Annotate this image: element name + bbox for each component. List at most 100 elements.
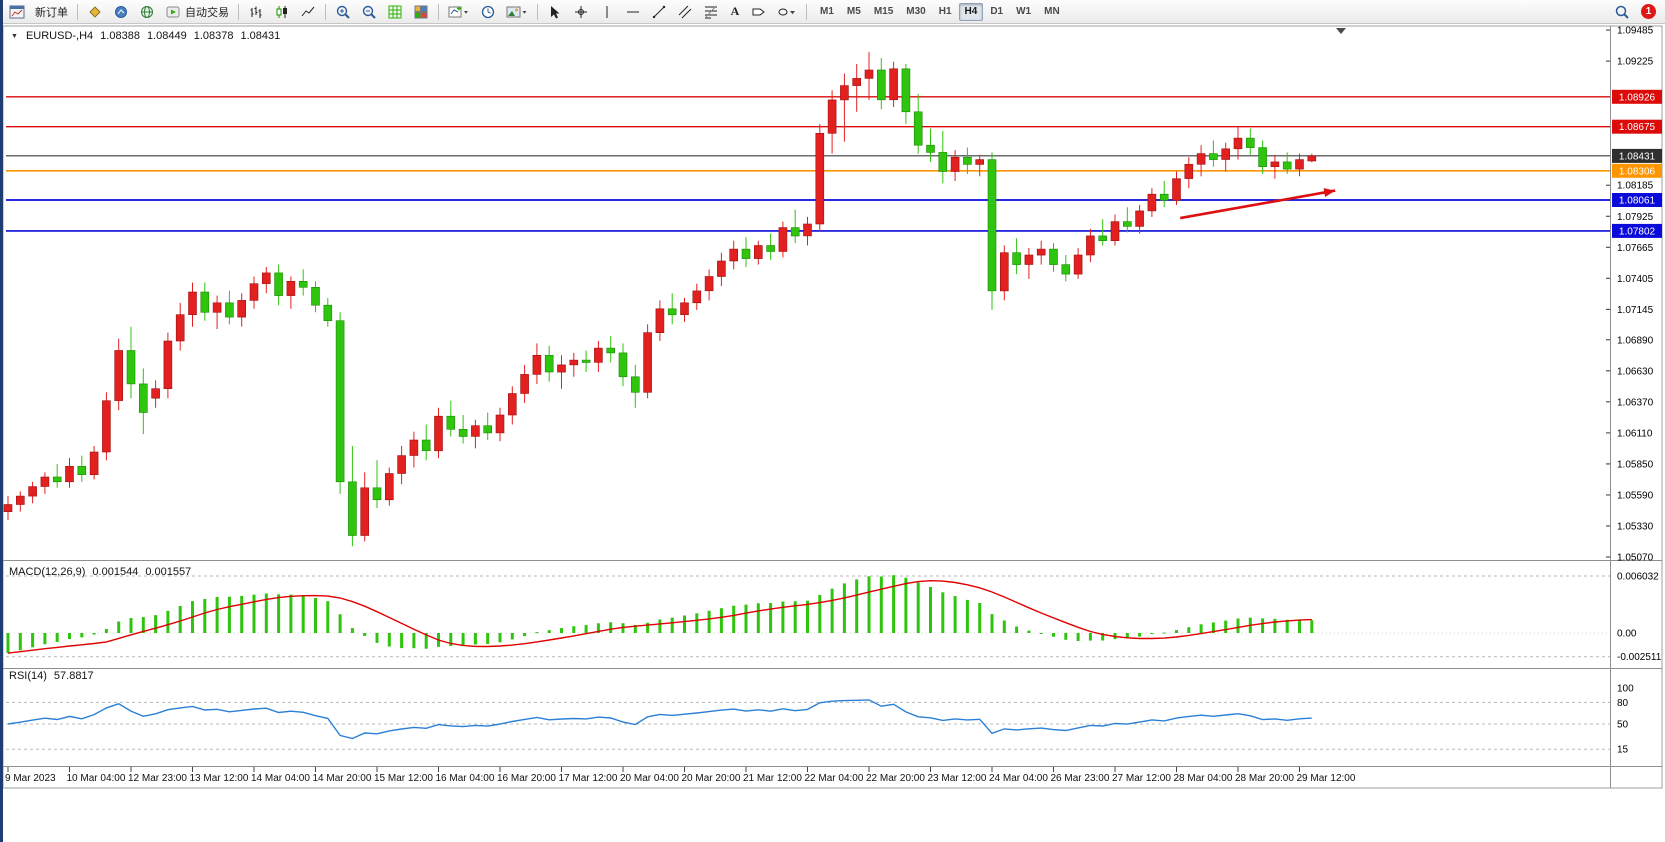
macd-histogram-bar [314,598,317,633]
time-axis-label: 21 Mar 12:00 [743,773,802,784]
macd-histogram-bar [1187,627,1191,633]
notification-badge[interactable]: 1 [1641,4,1656,19]
vertical-line-button[interactable] [595,2,619,22]
rsi-axis-label: 80 [1617,698,1629,709]
time-axis-label: 9 Mar 2023 [5,773,56,784]
time-axis-label: 14 Mar 04:00 [251,773,310,784]
auto-trading-label: 自动交易 [185,6,229,19]
candle-body [692,290,702,304]
ohlc-close: 1.08431 [240,30,281,42]
candle-body [139,383,148,413]
candle-body [471,425,480,437]
macd-histogram-bar [400,633,404,649]
trendline-button[interactable] [647,2,671,22]
text-tool-button[interactable]: A [725,2,745,22]
macd-histogram-bar [842,583,846,633]
timeframe-button-h4[interactable]: H4 [958,2,984,21]
price-axis-label: 1.06630 [1617,366,1654,377]
time-axis-label: 24 Mar 04:00 [989,773,1048,784]
fibonacci-button[interactable] [699,2,723,22]
candle-body [360,487,370,536]
candle-body [926,144,935,153]
timeframe-button-m1[interactable]: M1 [820,6,834,17]
auto-trading-button[interactable]: 自动交易 [161,2,233,22]
market-watch-button[interactable] [83,2,107,22]
trend-arrow[interactable] [1179,189,1336,220]
macd-histogram-bar [141,617,145,633]
templates-button[interactable] [502,2,532,22]
macd-histogram-bar [55,633,59,642]
timeframe-button-mn[interactable]: MN [1044,6,1060,17]
channel-button[interactable] [673,2,697,22]
tile-windows-icon [414,5,428,18]
horizontal-line-button[interactable] [621,2,645,22]
data-window-button[interactable] [109,2,133,22]
cursor-button[interactable] [543,2,567,22]
candle-body [237,300,246,318]
channel-icon [678,5,692,18]
grid-button[interactable] [383,2,407,22]
zoom-out-button[interactable] [357,2,381,22]
timeframe-button-d1[interactable]: D1 [990,6,1004,17]
time-axis-label: 16 Mar 04:00 [436,773,495,784]
macd-histogram-bar [596,623,600,633]
chart-shift-marker[interactable] [1336,28,1346,34]
candle-body [274,272,283,296]
zoom-in-button[interactable] [331,2,355,22]
candle-body [532,354,542,375]
candle-body [975,159,985,165]
timeframe-button-h1[interactable]: H1 [938,6,952,17]
time-axis-label: 16 Mar 20:00 [497,773,556,784]
candle-body [1246,137,1255,148]
macd-histogram-bar [1224,620,1228,633]
shapes-dropdown-button[interactable] [773,2,801,22]
candle-body [261,272,271,284]
timeframe-button-m15[interactable]: M15 [873,6,894,17]
new-chart-button[interactable] [444,2,474,22]
period-button[interactable] [476,2,500,22]
new-order-button[interactable]: 新订单 [31,2,72,22]
search-button[interactable] [1610,2,1634,22]
candle-body [40,476,50,487]
candle-body [225,302,234,318]
macd-signal-line [7,579,1312,654]
macd-histogram-bar [1175,630,1178,633]
price-axis-label: 1.08185 [1617,181,1654,192]
macd-histogram-bar [855,579,859,633]
macd-histogram-bar [547,630,551,633]
timeframe-button-m30[interactable]: M30 [906,6,926,17]
macd-histogram-bar [892,575,896,633]
price-axis-label: 1.06110 [1617,428,1653,439]
window-menu-button[interactable] [5,2,29,22]
time-axis-label: 27 Mar 12:00 [1112,773,1171,784]
macd-histogram-bar [1027,630,1031,633]
tile-windows-button[interactable] [409,2,433,22]
macd-histogram-bar [1138,633,1142,637]
macd-histogram-bar [1052,633,1055,637]
candle-body [852,78,862,86]
timeframe-button-m5[interactable]: M5 [846,6,861,17]
price-axis-label: 1.05070 [1617,553,1654,564]
macd-histogram-bar [1125,633,1129,639]
timeframe-button-w1[interactable]: W1 [1016,6,1032,17]
macd-histogram-bar [92,633,96,635]
candlestick-chart-button[interactable] [270,2,294,22]
label-tool-button[interactable] [747,2,771,22]
toolbar-separator [77,3,78,20]
symbol-dropdown-icon[interactable]: ▼ [11,32,18,40]
zoom-out-icon [362,5,376,19]
candle-body [1036,248,1046,256]
line-chart-button[interactable] [296,2,320,22]
rsi-label: RSI(14) [9,670,47,682]
rsi-axis-label: 50 [1617,720,1629,731]
navigator-button[interactable] [135,2,159,22]
crosshair-button[interactable] [569,2,593,22]
macd-histogram-bar [1150,633,1154,635]
trendline-icon [652,5,666,18]
candle-body [1073,254,1083,275]
candle-body [15,495,25,505]
time-axis-label: 20 Mar 20:00 [682,773,741,784]
candle-body [212,302,222,313]
bar-chart-button[interactable] [244,2,268,22]
